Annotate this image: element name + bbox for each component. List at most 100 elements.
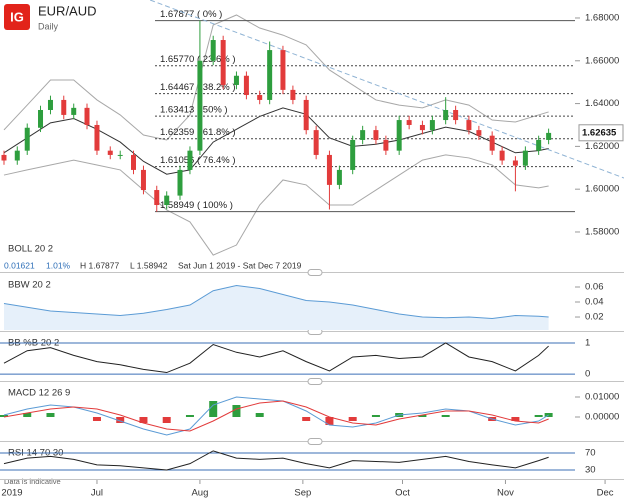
macd-histogram-bar (534, 415, 543, 417)
candle-body (154, 190, 160, 206)
y-tick-label: 1.60000 (585, 184, 619, 195)
macd-histogram-bar (139, 417, 148, 423)
fib-label: 1.61056 ( 76.4% ) (160, 155, 236, 166)
y-tick-label: 30 (585, 465, 596, 476)
indicator-label: BOLL 20 2 (8, 244, 53, 255)
bollinger-upper (3, 14, 549, 141)
y-tick-label: 1 (585, 337, 590, 348)
panel-handle (307, 438, 323, 445)
macd-histogram-bar (325, 417, 334, 425)
macd-line (3, 396, 549, 436)
y-tick-label: 70 (585, 448, 596, 459)
candle-body (536, 139, 542, 151)
x-tick-label: Oct (395, 488, 410, 499)
y-tick-label: 1.64000 (585, 98, 619, 109)
x-tick-label: Aug (191, 488, 208, 499)
macd-histogram-bar (162, 417, 171, 423)
candle-body (24, 127, 30, 151)
candle-body (71, 107, 77, 115)
candle-body (313, 130, 319, 155)
macd-histogram-bar (302, 417, 311, 421)
macd-histogram-bar (92, 417, 101, 421)
macd-histogram-bar (46, 413, 55, 417)
candle-body (476, 130, 482, 136)
y-tick-label: 0.00000 (585, 412, 619, 423)
macd-histogram-bar (232, 405, 241, 417)
area-fill (3, 285, 549, 330)
candle-body (187, 150, 193, 170)
candle-body (131, 154, 137, 170)
candle-body (220, 40, 226, 85)
trendline (149, 0, 624, 179)
panel-handle (307, 269, 323, 276)
panel-handle (307, 378, 323, 385)
bollinger-lower (3, 154, 549, 256)
candle-body (38, 109, 44, 128)
candle-body (443, 109, 449, 121)
y-tick-label: 1.62000 (585, 141, 619, 152)
candle-body (257, 95, 263, 100)
candle-body (466, 120, 472, 131)
fib-label: 1.58949 ( 100% ) (160, 200, 233, 211)
chart-subtitle: Daily (38, 21, 59, 31)
macd-histogram-bar (418, 415, 427, 417)
candle-body (117, 154, 123, 156)
info-change: 0.01621 (4, 260, 35, 270)
y-tick-label: 1.68000 (585, 12, 619, 23)
candle-body (453, 109, 459, 121)
candle-body (140, 169, 146, 191)
panel-label: BBW 20 2 (8, 280, 51, 291)
last-price-label: 1.62635 (582, 127, 617, 138)
area-line (3, 284, 549, 320)
info-low: L 1.58942 (130, 260, 168, 270)
macd-histogram-bar (511, 417, 520, 421)
candle-body (406, 120, 412, 125)
y-tick-label: 1.66000 (585, 55, 619, 66)
candle-body (61, 99, 67, 115)
macd-histogram-bar (0, 415, 8, 417)
macd-histogram-bar (371, 415, 380, 417)
candle-body (107, 150, 113, 155)
candle-body (429, 120, 435, 131)
macd-histogram-bar (209, 401, 218, 417)
candle-body (177, 169, 183, 196)
macd-histogram-bar (441, 415, 450, 417)
candle-body (47, 99, 53, 110)
chart-title: EUR/AUD (38, 3, 97, 18)
indicator-line (3, 342, 549, 374)
x-tick-label: Dec (597, 488, 614, 499)
fib-label: 1.65770 ( 23.6% ) (160, 54, 236, 65)
info-high: H 1.67877 (80, 260, 119, 270)
candle-body (303, 99, 309, 131)
candle-body (489, 135, 495, 151)
fib-label: 1.63413 ( 50% ) (160, 105, 228, 116)
candle-body (84, 107, 90, 125)
candle-body (546, 132, 552, 140)
candle-body (233, 75, 239, 85)
y-tick-label: 0.02 (585, 312, 604, 323)
candle-body (243, 75, 249, 96)
candle-body (210, 40, 216, 61)
fib-label: 1.67877 ( 0% ) (160, 9, 222, 20)
candle-body (94, 124, 100, 151)
candle-body (350, 139, 356, 170)
candle-body (522, 150, 528, 166)
candle-body (512, 160, 518, 166)
macd-histogram-bar (185, 415, 194, 417)
macd-histogram-bar (255, 413, 264, 417)
candle-body (336, 169, 342, 185)
x-tick-label: Jul (91, 488, 103, 499)
panel-label: MACD 12 26 9 (8, 388, 70, 399)
logo-box (4, 4, 30, 30)
y-tick-label: 1.58000 (585, 226, 619, 237)
y-tick-label: 0.06 (585, 282, 604, 293)
y-tick-label: 0 (585, 369, 590, 380)
macd-histogram-bar (116, 417, 125, 423)
logo: IG (10, 9, 24, 24)
candle-body (326, 154, 332, 185)
candle-body (197, 60, 203, 151)
macd-histogram-bar (348, 417, 357, 421)
info-percent: 1.01% (46, 260, 71, 270)
candle-body (164, 195, 170, 206)
